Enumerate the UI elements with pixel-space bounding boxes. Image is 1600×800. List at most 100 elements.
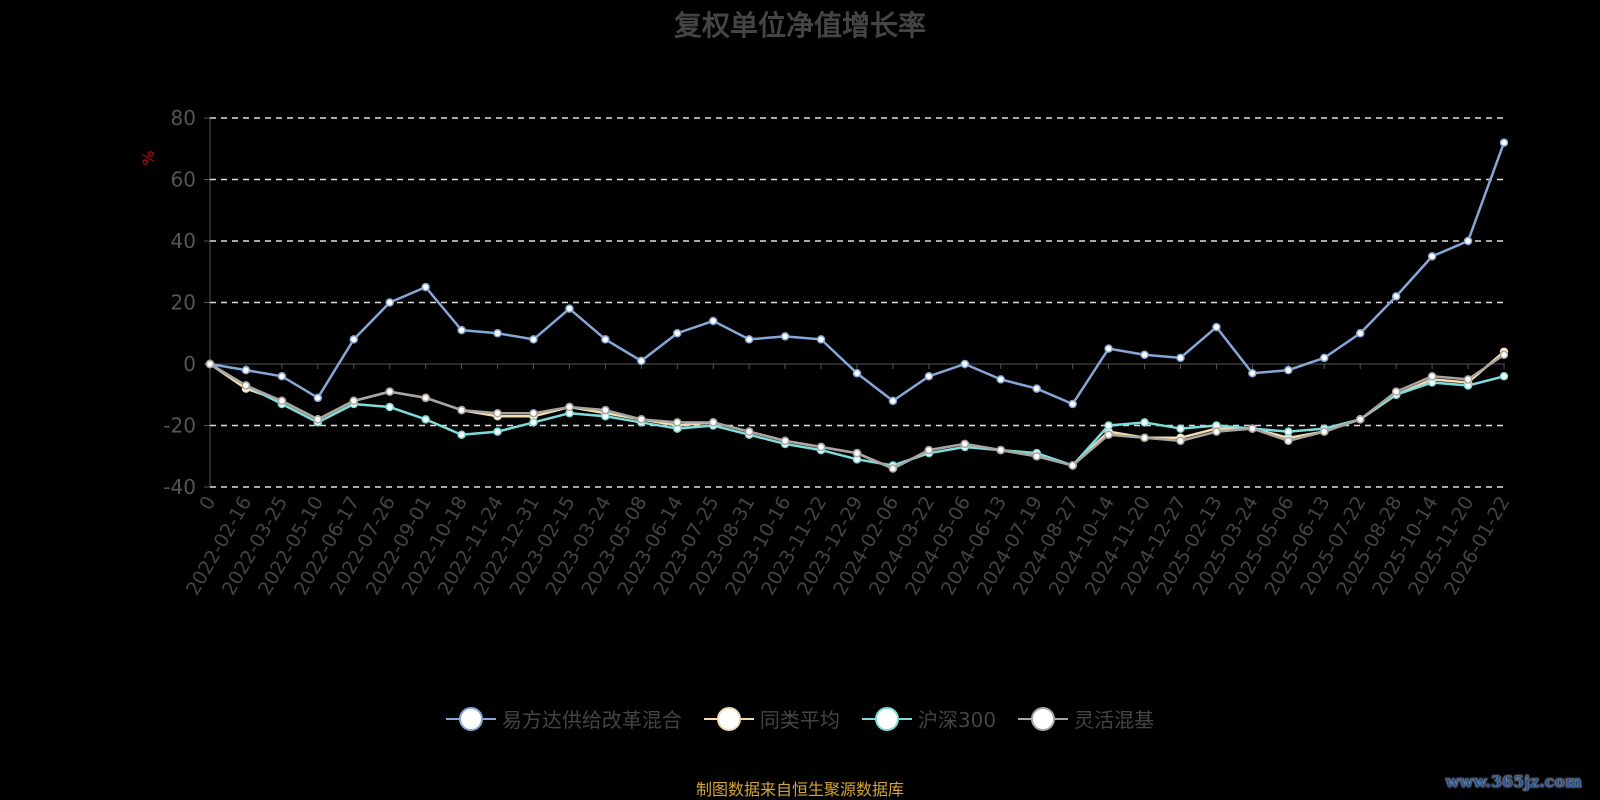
data-point [744, 335, 754, 344]
data-point [1284, 427, 1293, 436]
data-point [1176, 436, 1185, 446]
data-point [1427, 372, 1437, 381]
legend-item-fund[interactable]: 易方达供给改革混合 [445, 704, 682, 733]
data-point [421, 393, 430, 403]
data-point [1391, 387, 1401, 396]
data-point [529, 335, 538, 344]
x-tick-label: 0 [195, 493, 220, 514]
data-point [313, 393, 323, 403]
watermark-logo: www.365jz.com [1445, 772, 1582, 791]
chart-plot: 806040200-20-40%02022-02-162022-03-25202… [139, 106, 1514, 599]
data-point [960, 359, 970, 369]
data-point [1248, 368, 1257, 378]
data-point [1320, 427, 1329, 436]
data-point [1320, 353, 1329, 363]
data-point [241, 365, 251, 375]
y-axis-label: % [139, 150, 158, 165]
data-point [1499, 138, 1509, 147]
data-point [601, 335, 610, 344]
data-point [493, 408, 502, 418]
data-point [1176, 353, 1185, 363]
data-point [1068, 399, 1077, 409]
data-point [1068, 461, 1077, 470]
data-point [1104, 430, 1113, 439]
data-point [1391, 292, 1401, 301]
data-point [708, 418, 718, 427]
legend-marker-icon [703, 706, 754, 731]
legend-marker-icon [445, 706, 496, 731]
data-point [349, 335, 359, 344]
data-point [457, 325, 466, 335]
data-point [996, 445, 1006, 455]
data-point [1499, 350, 1509, 360]
data-point [708, 316, 718, 326]
data-point [1355, 415, 1365, 424]
data-point [1284, 436, 1293, 446]
data-point [888, 396, 898, 406]
y-tick-label: -20 [163, 414, 196, 438]
data-point [1248, 424, 1257, 433]
data-point [529, 418, 538, 427]
data-point [1140, 350, 1149, 360]
legend-marker-icon [1018, 706, 1069, 731]
data-point [385, 387, 394, 396]
data-source-note: 制图数据来自恒生聚源数据库 [695, 780, 904, 799]
legend-item-peer-average[interactable]: 同类平均 [703, 704, 840, 733]
data-point [1355, 329, 1365, 338]
chart-title: 复权单位净值增长率 [673, 9, 926, 42]
data-point [565, 402, 574, 412]
y-tick-label: 20 [171, 291, 196, 315]
data-point [421, 415, 430, 424]
data-point [529, 408, 538, 418]
data-point [996, 375, 1006, 384]
data-point [816, 442, 826, 452]
data-point [421, 282, 430, 292]
y-tick-label: -40 [163, 475, 196, 499]
data-point [385, 298, 394, 307]
data-point [1140, 433, 1149, 443]
data-point [816, 335, 826, 344]
data-point [1176, 424, 1185, 433]
data-point [780, 332, 790, 341]
data-point [1463, 375, 1473, 384]
legend-item-csi300[interactable]: 沪深300 [861, 704, 997, 733]
data-point [277, 372, 287, 381]
data-point [565, 304, 574, 313]
data-point [385, 402, 394, 412]
data-point [924, 445, 934, 455]
data-point [1463, 236, 1473, 246]
data-point [349, 396, 359, 406]
data-point [457, 405, 466, 415]
data-point [673, 329, 682, 338]
data-point [637, 356, 646, 366]
data-point [1104, 421, 1113, 430]
data-point [673, 418, 682, 427]
legend-marker-icon [861, 706, 912, 731]
data-point [205, 359, 215, 369]
data-point [637, 415, 646, 424]
legend-label: 易方达供给改革混合 [501, 708, 682, 732]
data-point [601, 405, 610, 415]
y-tick-label: 60 [171, 168, 196, 192]
data-point [1212, 427, 1221, 436]
data-point [852, 368, 862, 378]
data-point [1427, 252, 1437, 261]
y-tick-label: 40 [171, 229, 196, 253]
data-point [1212, 322, 1221, 332]
data-point [1140, 418, 1149, 427]
data-point [924, 372, 934, 381]
y-tick-label: 80 [171, 106, 196, 130]
data-point [1499, 372, 1509, 381]
data-point [493, 329, 502, 338]
data-point [277, 396, 287, 406]
data-point [1032, 384, 1041, 393]
y-tick-label: 0 [183, 352, 196, 376]
legend-label: 沪深300 [917, 708, 997, 732]
legend-label: 灵活混基 [1074, 708, 1155, 732]
legend-item-flexible-fund[interactable]: 灵活混基 [1018, 704, 1154, 733]
data-point [744, 427, 754, 436]
data-point [888, 464, 898, 473]
legend-label: 同类平均 [759, 708, 840, 732]
data-point [780, 436, 790, 446]
data-point [241, 381, 251, 390]
